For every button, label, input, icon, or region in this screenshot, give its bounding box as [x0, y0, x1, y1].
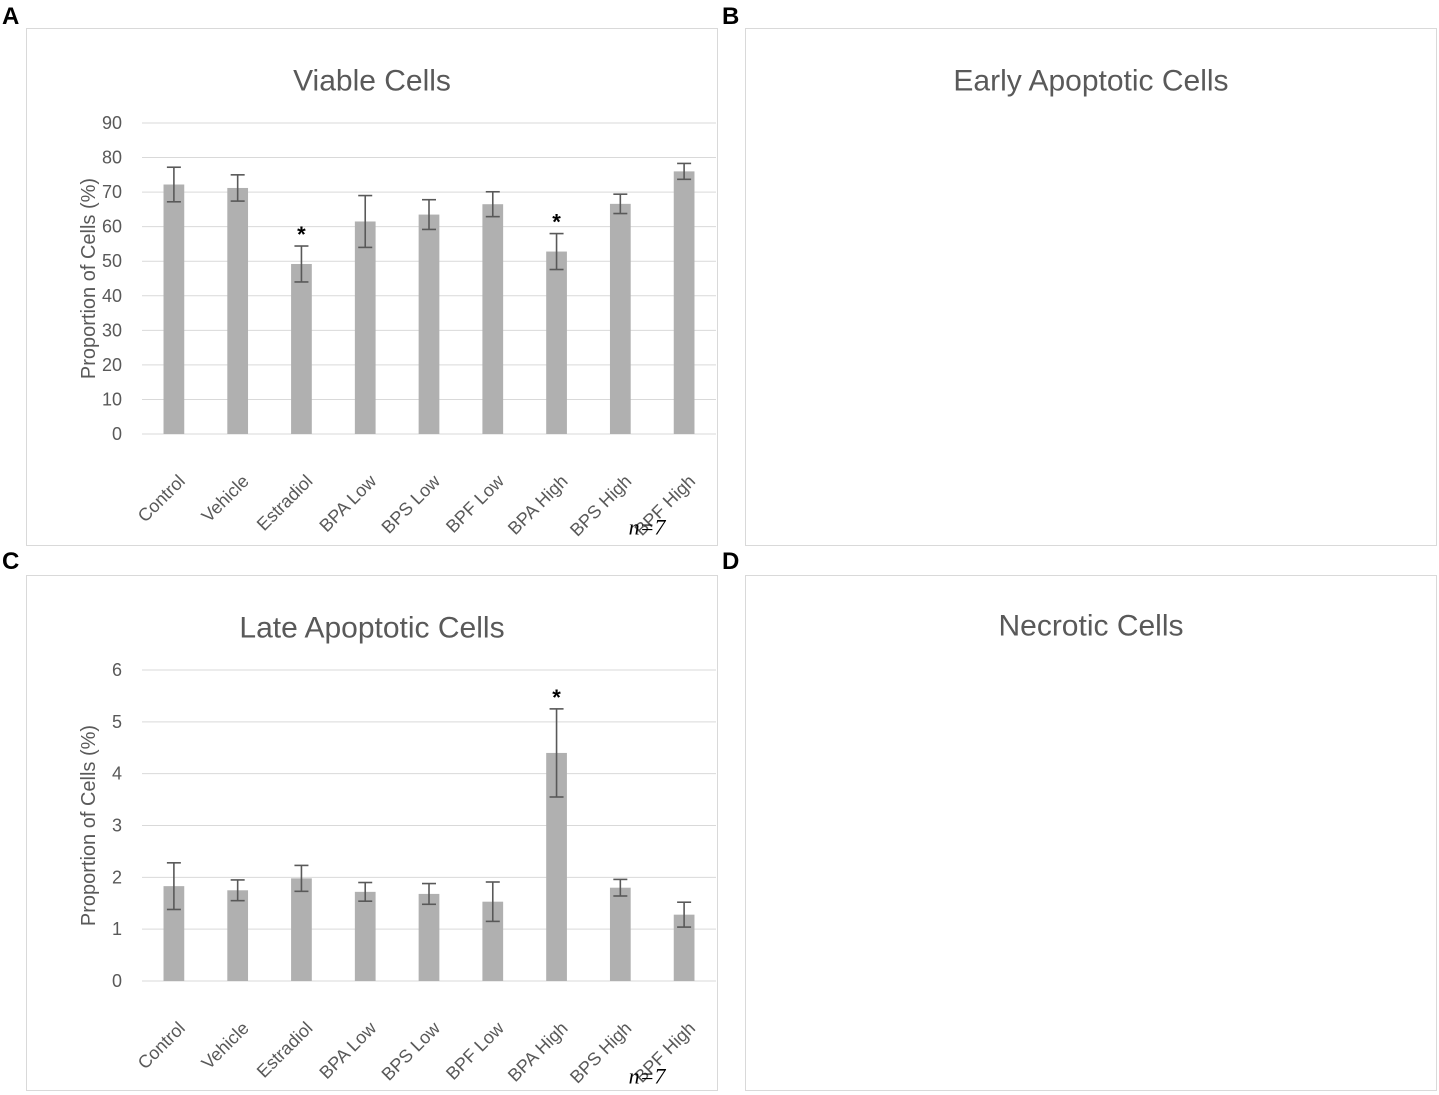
panel-label-b: B: [722, 3, 740, 30]
chart-title-c: Late Apoptotic Cells: [239, 612, 504, 645]
error-bar: [166, 166, 181, 203]
y-tick-label: 50: [102, 251, 122, 271]
bar-bps-low: [418, 893, 440, 981]
error-bar: [166, 862, 181, 911]
y-tick-label: 20: [102, 355, 122, 375]
chart-panel-b: Early Apoptotic Cells0102030405060Propor…: [745, 28, 1437, 546]
chart-svg-c: Late Apoptotic Cells 0 1 2 3 4 5 6 Proportion of…: [78, 612, 716, 1089]
x-tick-label: BPA Low: [315, 1017, 381, 1083]
y-tick-label: 2: [112, 867, 122, 887]
x-tick-label: BPS Low: [378, 470, 445, 537]
y-tick-label: 5: [112, 712, 122, 732]
error-bar: [485, 881, 500, 923]
y-tick-label: 40: [102, 286, 122, 306]
y-tick-label: 10: [102, 389, 122, 409]
y-tick-label: 70: [102, 182, 122, 202]
bar-bpa-low: [354, 221, 376, 434]
x-tick-label: BPS Low: [378, 1017, 445, 1084]
bar-bpa-high: [546, 251, 567, 434]
bar-bpa-low: [354, 891, 376, 981]
x-tick-label: Control: [134, 1018, 189, 1073]
bar-bpf-high: [673, 914, 695, 981]
y-tick-label: 4: [112, 764, 122, 784]
error-bar: [230, 879, 245, 902]
error-bar: [294, 245, 309, 283]
chart-panel-a: Viable Cells 0 10 20 30 40 50 60 70 80 90 Proportio…: [26, 28, 718, 546]
error-bar: [549, 232, 564, 271]
bar-bps-high: [609, 203, 631, 434]
bar-vehicle: [227, 187, 249, 434]
error-bar: [294, 864, 309, 893]
error-bar: [358, 881, 373, 902]
sample-size-label: n=7: [629, 1064, 667, 1089]
panel-label-d: D: [722, 548, 740, 575]
sample-size-label: n=7: [629, 515, 667, 540]
chart-svg-a: Viable Cells 0 10 20 30 40 50 60 70 80 90 Proportio…: [78, 65, 716, 540]
error-bar: [613, 878, 628, 897]
chart-svg-b: Early Apoptotic Cells0102030405060Propor…: [953, 65, 1228, 98]
y-tick-label: 0: [112, 971, 122, 991]
bar-bpa-high: [546, 752, 567, 981]
chart-panel-d: Necrotic Cells00.511.522.533.54Proportio…: [745, 575, 1437, 1091]
y-axis-label: Proportion of Cells (%): [78, 725, 100, 926]
bar-bps-high: [609, 887, 631, 981]
chart-title-a: Viable Cells: [293, 65, 451, 98]
panel-label-a: A: [2, 3, 20, 30]
x-tick-label: BPA Low: [315, 470, 381, 536]
error-bar: [677, 901, 692, 928]
y-tick-label: 0: [112, 424, 122, 444]
y-tick-label: 1: [112, 919, 122, 939]
bar-estradiol: [291, 878, 312, 981]
x-tick-label: BPS High: [566, 471, 635, 540]
error-bar: [677, 162, 692, 181]
chart-panel-c: Late Apoptotic Cells 0 1 2 3 4 5 6 Proportion of…: [26, 575, 718, 1091]
y-tick-label: 60: [102, 217, 122, 237]
significance-marker: *: [552, 685, 561, 710]
error-bar: [358, 194, 373, 249]
significance-marker: *: [297, 222, 306, 247]
error-bar: [422, 198, 436, 231]
x-tick-label: BPF Low: [442, 470, 508, 536]
chart-svg-d: Necrotic Cells00.511.522.533.54Proportio…: [998, 610, 1183, 643]
significance-marker: *: [552, 210, 561, 235]
bar-bps-low: [418, 214, 440, 434]
error-bar: [422, 882, 436, 906]
x-tick-label: Vehicle: [198, 471, 253, 526]
bar-bpf-high: [673, 171, 695, 434]
y-tick-label: 6: [112, 660, 122, 680]
error-bar: [230, 174, 245, 202]
error-bar: [613, 193, 628, 215]
error-bar: [549, 708, 564, 798]
error-bar: [485, 190, 500, 218]
bar-bpf-low: [482, 204, 504, 434]
y-tick-label: 3: [112, 816, 122, 836]
x-tick-label: Estradiol: [253, 1018, 317, 1082]
x-tick-label: Control: [134, 471, 189, 526]
chart-title-d: Necrotic Cells: [998, 610, 1183, 643]
panel-label-c: C: [2, 548, 20, 575]
bar-estradiol: [291, 263, 312, 434]
y-tick-label: 80: [102, 148, 122, 168]
bar-control: [163, 184, 185, 434]
x-tick-label: Vehicle: [198, 1018, 253, 1073]
x-tick-label: BPA High: [504, 1018, 572, 1086]
chart-title-b: Early Apoptotic Cells: [953, 65, 1228, 98]
x-tick-label: BPF Low: [442, 1017, 508, 1083]
bar-vehicle: [227, 890, 249, 981]
y-tick-label: 30: [102, 320, 122, 340]
y-tick-label: 90: [102, 113, 122, 133]
x-tick-label: BPA High: [504, 471, 572, 539]
x-tick-label: Estradiol: [253, 471, 317, 535]
y-axis-label: Proportion of Cells (%): [78, 178, 100, 379]
x-tick-label: BPS High: [566, 1018, 635, 1087]
